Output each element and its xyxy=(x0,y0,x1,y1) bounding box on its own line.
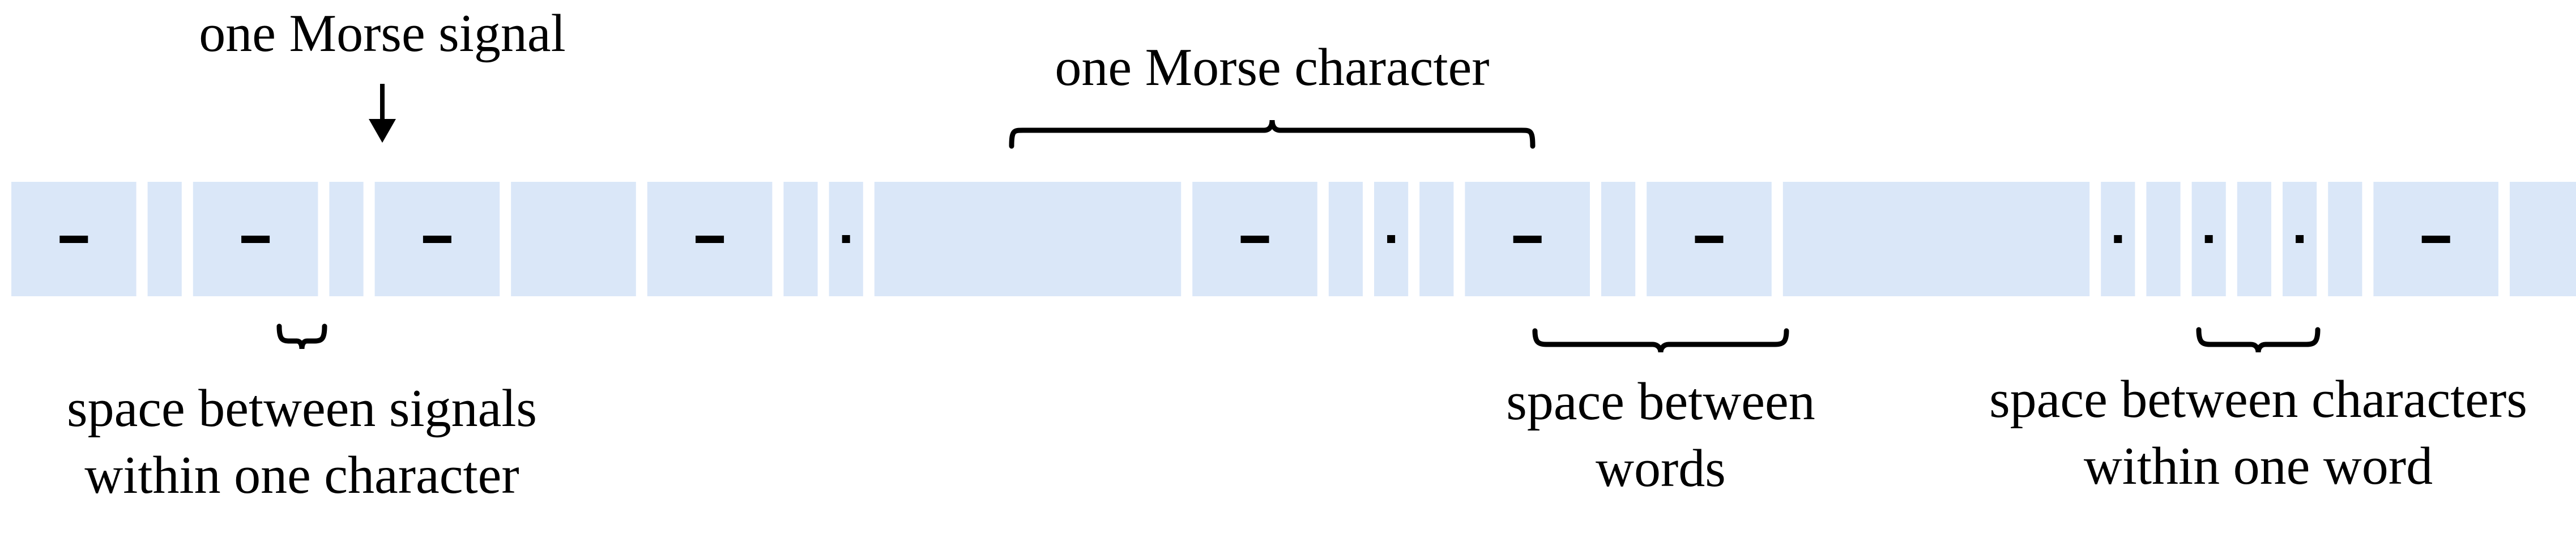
dash-symbol xyxy=(696,236,724,243)
label-one-morse-signal: one Morse signal xyxy=(199,4,565,63)
space-cell xyxy=(329,182,364,296)
label-within-one-word: within one word xyxy=(2084,437,2433,496)
dot-symbol xyxy=(842,235,850,243)
morse-symbols: / xyxy=(59,235,2450,243)
dot-symbol xyxy=(1387,235,1396,243)
space-cell xyxy=(2146,182,2181,296)
space-cell xyxy=(2328,182,2362,296)
label-space-between-words: space between xyxy=(1506,372,1815,431)
space-cell xyxy=(1328,182,1363,296)
dash-symbol xyxy=(241,236,270,243)
space-cell xyxy=(783,182,818,296)
character-space-brace-icon xyxy=(2196,327,2321,353)
dash-symbol xyxy=(59,236,88,243)
space-cell xyxy=(2237,182,2271,296)
dot-symbol xyxy=(2114,235,2122,243)
space-cell xyxy=(1782,182,2090,296)
dash-symbol xyxy=(1240,236,1269,243)
space-cell xyxy=(874,182,1182,296)
dot-symbol xyxy=(2296,235,2304,243)
space-cell xyxy=(1601,182,1636,296)
space-cell xyxy=(2510,182,2576,296)
dash-symbol xyxy=(1695,236,1724,243)
space-cell xyxy=(511,182,636,296)
character-brace-icon xyxy=(1009,120,1536,149)
signal-arrow-icon xyxy=(369,84,396,143)
dash-symbol xyxy=(423,236,451,243)
label-within-one-character: within one character xyxy=(84,446,519,505)
word-space-brace-icon xyxy=(1532,328,1789,353)
dot-symbol xyxy=(2204,235,2213,243)
label-space-between-signals: space between signals xyxy=(67,379,537,438)
label-one-morse-character: one Morse character xyxy=(1055,38,1489,97)
morse-cells xyxy=(11,182,2576,296)
space-cell xyxy=(1419,182,1454,296)
label-words: words xyxy=(1596,439,1726,498)
dash-symbol xyxy=(1513,236,1542,243)
space-cell xyxy=(147,182,182,296)
signal-space-brace-icon xyxy=(276,323,327,350)
label-space-between-characters: space between characters xyxy=(1989,370,2527,429)
dash-symbol xyxy=(2421,236,2450,243)
